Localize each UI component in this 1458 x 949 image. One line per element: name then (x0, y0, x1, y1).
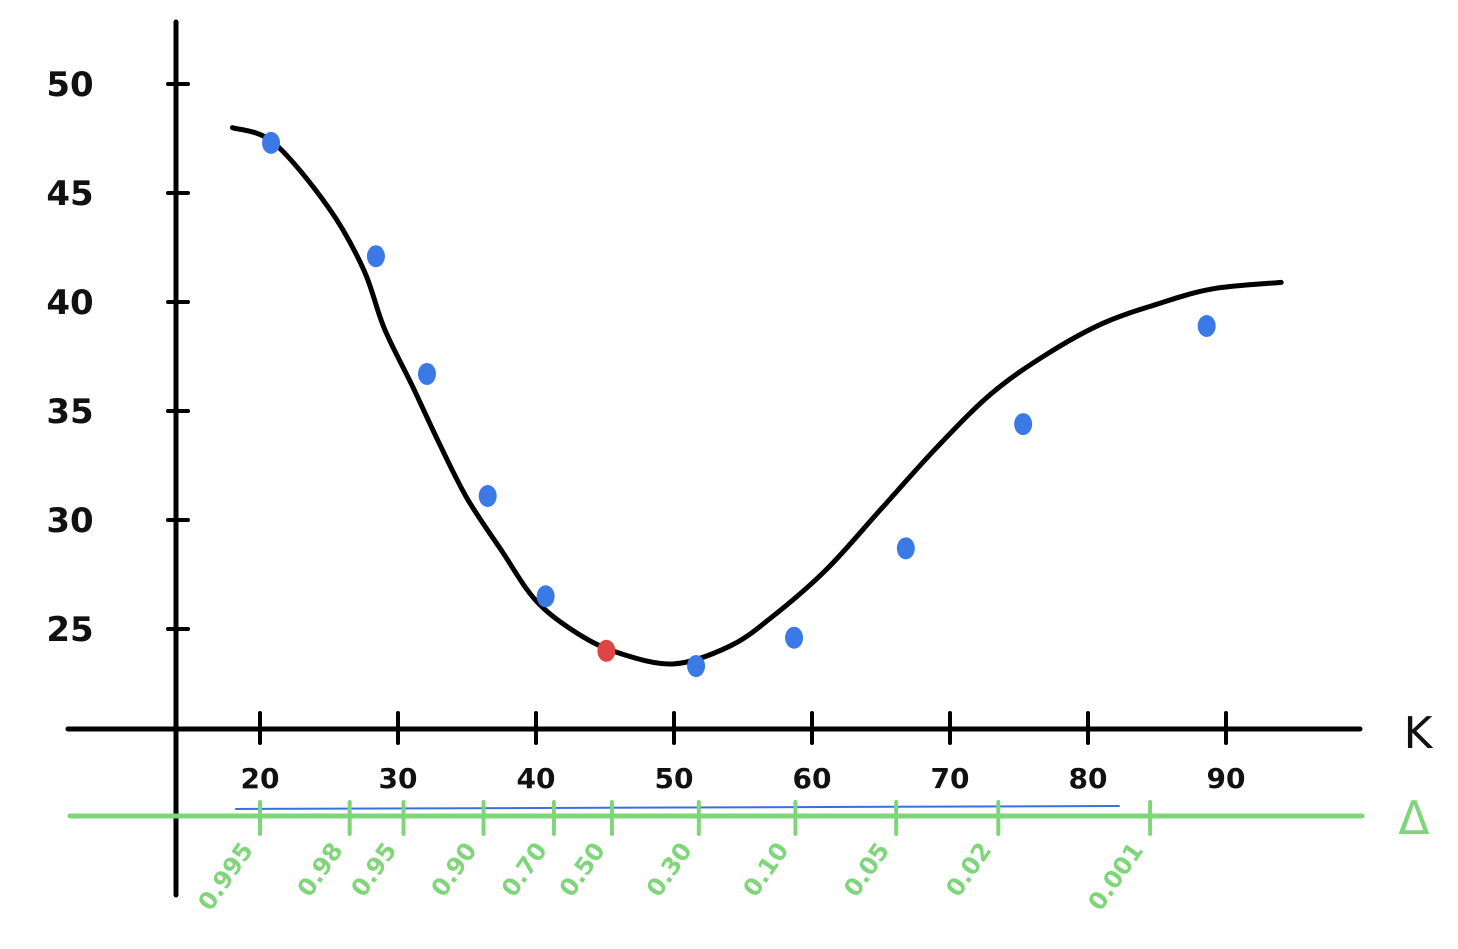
k-tick-label: 90 (1207, 762, 1246, 795)
delta-tick-label: 0.995 (192, 837, 258, 915)
k-tick-label: 40 (517, 762, 556, 795)
delta-tick-label: 0.98 (292, 837, 349, 902)
k-tick-label: 50 (655, 762, 694, 795)
k-tick-label: 80 (1069, 762, 1108, 795)
data-point (366, 245, 385, 268)
y-tick-label: 35 (46, 392, 93, 432)
k-tick-label: 70 (931, 762, 970, 795)
data-point (896, 537, 915, 560)
data-curve (229, 125, 1284, 667)
k-tick-label: 30 (379, 762, 418, 795)
axes-layer (65, 19, 1365, 898)
data-point (1014, 413, 1033, 436)
y-tick-label: 40 (46, 283, 93, 323)
points-layer (262, 131, 1216, 678)
delta-tick-label: 0.70 (496, 837, 553, 902)
delta-tick-label: 0.95 (346, 837, 403, 902)
delta-tick-label: 0.10 (737, 837, 794, 902)
delta-tick-label: 0.001 (1083, 837, 1149, 915)
data-point (536, 585, 555, 608)
delta-tick-label: 0.02 (940, 837, 997, 902)
data-point (597, 639, 616, 662)
delta-tick-label: 0.30 (641, 837, 698, 902)
data-point (687, 655, 706, 678)
data-point (478, 485, 497, 508)
delta-tick-label: 0.90 (426, 837, 483, 902)
k-axis-title: K (1404, 708, 1434, 759)
y-tick-label: 25 (46, 610, 93, 650)
curve-layer (229, 125, 1284, 667)
data-point (417, 362, 436, 385)
data-point (785, 626, 804, 649)
delta-tick-label: 0.05 (838, 837, 895, 902)
y-tick-label: 50 (46, 65, 93, 105)
k-tick-label: 60 (793, 762, 832, 795)
data-point (1197, 314, 1216, 337)
delta-tick-label: 0.50 (554, 837, 611, 902)
y-tick-label: 30 (46, 501, 93, 541)
k-tick-label: 20 (241, 762, 280, 795)
k-label-underline (235, 805, 1120, 810)
delta-axis-title: Δ (1398, 791, 1430, 845)
data-point (262, 131, 281, 154)
y-tick-label: 45 (46, 174, 93, 214)
